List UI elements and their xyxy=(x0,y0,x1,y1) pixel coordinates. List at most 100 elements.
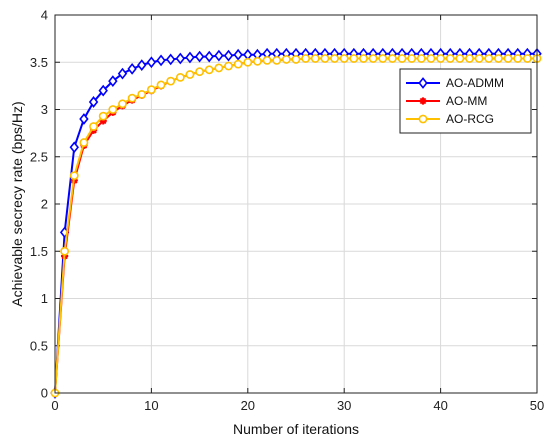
data-point xyxy=(426,54,436,63)
data-point xyxy=(310,54,320,63)
legend: AO-ADMM AO-MM AO-RCG xyxy=(399,68,532,134)
data-point xyxy=(166,76,176,86)
data-point xyxy=(146,56,157,69)
data-point xyxy=(165,53,176,66)
y-tick-label: 1 xyxy=(41,291,48,306)
data-point xyxy=(272,55,282,65)
data-point xyxy=(281,55,291,64)
y-tick-label: 4 xyxy=(41,8,48,23)
data-point xyxy=(484,54,494,63)
series-ao-rcg xyxy=(50,54,542,398)
data-point xyxy=(156,80,166,90)
data-point xyxy=(195,67,204,77)
x-tick-label: 10 xyxy=(144,398,158,413)
data-point xyxy=(233,48,243,61)
data-point xyxy=(69,141,79,154)
data-point xyxy=(117,67,128,80)
x-tick-label: 50 xyxy=(530,398,544,413)
data-point xyxy=(301,54,311,63)
legend-marker xyxy=(418,77,428,89)
data-point xyxy=(156,54,166,67)
data-point xyxy=(349,54,359,63)
data-point xyxy=(445,54,455,63)
data-point xyxy=(175,52,186,65)
y-tick-label: 0.5 xyxy=(30,338,48,353)
x-tick-label: 30 xyxy=(337,398,351,413)
data-point xyxy=(69,171,79,181)
data-point xyxy=(204,50,214,63)
data-point xyxy=(455,54,465,63)
data-point xyxy=(118,99,127,109)
y-tick-label: 3.5 xyxy=(30,55,48,70)
data-point xyxy=(79,138,89,147)
data-point xyxy=(60,246,70,256)
x-tick-label: 40 xyxy=(433,398,447,413)
data-point xyxy=(214,63,224,73)
data-point xyxy=(185,51,195,64)
grid xyxy=(55,15,537,393)
y-tick-label: 3 xyxy=(41,102,48,117)
data-point xyxy=(243,57,253,67)
data-point xyxy=(214,49,224,62)
data-point xyxy=(378,54,388,63)
legend-item: AO-ADMM xyxy=(406,76,504,90)
data-point xyxy=(146,85,156,95)
data-point xyxy=(223,49,234,62)
data-point xyxy=(108,105,118,114)
data-point xyxy=(291,55,301,64)
data-point xyxy=(262,55,272,65)
data-point xyxy=(98,84,108,97)
data-point xyxy=(416,54,426,63)
legend-label: AO-MM xyxy=(446,94,487,108)
data-point xyxy=(368,54,378,63)
data-point xyxy=(513,54,523,63)
data-point xyxy=(204,65,214,75)
legend-label: AO-ADMM xyxy=(446,76,504,90)
data-point xyxy=(194,50,205,63)
data-point xyxy=(407,54,417,63)
data-point xyxy=(137,59,147,71)
data-point xyxy=(98,111,108,121)
data-point xyxy=(474,54,484,63)
legend-marker xyxy=(418,114,428,124)
data-point xyxy=(359,54,368,63)
y-tick-label: 2.5 xyxy=(30,149,48,164)
data-point xyxy=(89,122,98,131)
data-point xyxy=(465,54,474,63)
data-point xyxy=(79,113,89,125)
ticks: 00.511.522.533.540 10 20 30 40 50 xyxy=(30,8,544,414)
y-axis-label: Achievable secrecy rate (bps/Hz) xyxy=(9,101,25,306)
data-point xyxy=(436,54,445,63)
data-point xyxy=(522,54,532,63)
legend-item: AO-MM xyxy=(406,94,487,108)
data-point xyxy=(175,72,185,82)
x-tick-label: 20 xyxy=(241,398,255,413)
x-tick-label: 0 xyxy=(51,398,58,413)
data-point xyxy=(320,54,330,63)
data-point xyxy=(127,62,137,75)
data-point xyxy=(253,56,262,66)
data-point xyxy=(330,54,339,63)
legend-item: AO-RCG xyxy=(406,112,494,126)
x-axis-label: Number of iterations xyxy=(233,421,359,437)
y-tick-label: 1.5 xyxy=(30,244,48,259)
legend-label: AO-RCG xyxy=(446,112,494,126)
data-point xyxy=(397,54,407,63)
data-point xyxy=(88,96,99,108)
data-point xyxy=(233,59,243,69)
data-point xyxy=(494,54,503,63)
data-point xyxy=(339,54,349,63)
data-point xyxy=(387,54,397,63)
legend-marker xyxy=(419,97,427,105)
y-tick-label: 2 xyxy=(41,197,48,212)
data-point xyxy=(127,93,137,103)
series-layer xyxy=(50,47,542,399)
plot-frame xyxy=(54,14,538,394)
data-point xyxy=(503,54,513,63)
data-point xyxy=(99,117,107,125)
data-point xyxy=(137,89,147,99)
data-point xyxy=(185,70,195,79)
y-tick-label: 0 xyxy=(41,386,48,401)
data-point xyxy=(224,61,233,71)
